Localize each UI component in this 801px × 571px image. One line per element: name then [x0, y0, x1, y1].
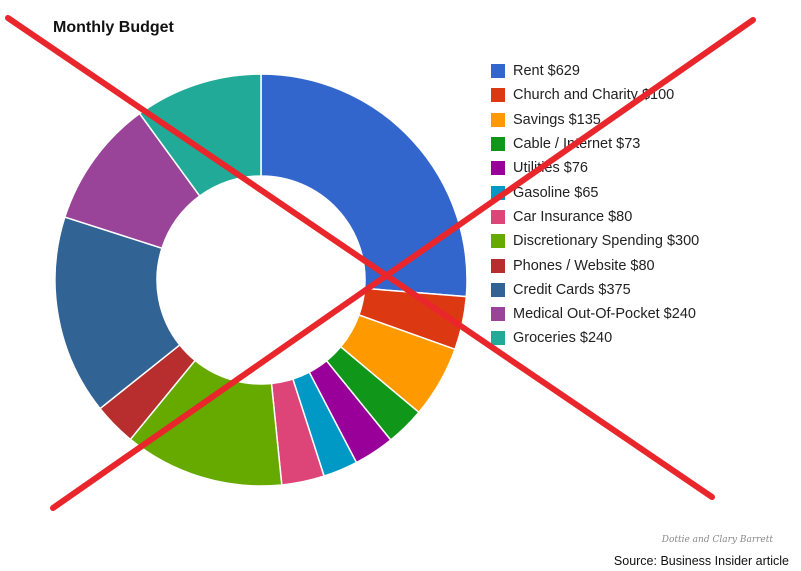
- legend-swatch: [491, 209, 505, 224]
- legend-label: Church and Charity $100: [513, 87, 675, 104]
- legend-item: Credit Cards $375: [491, 278, 699, 302]
- legend-item: Car Insurance $80: [491, 205, 699, 229]
- legend-item: Medical Out-Of-Pocket $240: [491, 302, 699, 326]
- legend-label: Savings $135: [513, 111, 601, 128]
- chart-legend: Rent $629 Church and Charity $100 Savings …: [491, 59, 699, 351]
- legend-item: Groceries $240: [491, 326, 699, 350]
- legend-swatch: [491, 64, 505, 79]
- legend-item: Cable / Internet $73: [491, 132, 699, 156]
- legend-item: Utilities $76: [491, 156, 699, 180]
- legend-swatch: [491, 112, 505, 127]
- legend-label: Discretionary Spending $300: [513, 233, 700, 250]
- source-note: Source: Business Insider article: [613, 554, 789, 568]
- legend-swatch: [491, 234, 505, 249]
- legend-label: Credit Cards $375: [513, 281, 631, 298]
- legend-label: Rent $629: [513, 63, 580, 80]
- legend-item: Gasoline $65: [491, 180, 699, 204]
- legend-label: Gasoline $65: [513, 184, 599, 201]
- image-credit: Dottie and Clary Barrett: [661, 535, 773, 545]
- legend-label: Medical Out-Of-Pocket $240: [513, 306, 696, 323]
- legend-swatch: [491, 137, 505, 152]
- legend-item: Rent $629: [491, 59, 699, 83]
- legend-swatch: [491, 161, 505, 176]
- legend-label: Groceries $240: [513, 330, 613, 347]
- legend-swatch: [491, 185, 505, 200]
- legend-item: Savings $135: [491, 108, 699, 132]
- legend-swatch: [491, 88, 505, 103]
- legend-label: Cable / Internet $73: [513, 136, 641, 153]
- legend-label: Phones / Website $80: [513, 257, 655, 274]
- legend-swatch: [491, 307, 505, 322]
- legend-swatch: [491, 331, 505, 346]
- legend-label: Car Insurance $80: [513, 208, 633, 225]
- legend-label: Utilities $76: [513, 160, 588, 177]
- slice-rent: [260, 73, 468, 298]
- legend-swatch: [491, 258, 505, 273]
- legend-item: Discretionary Spending $300: [491, 229, 699, 253]
- legend-item: Phones / Website $80: [491, 253, 699, 277]
- legend-item: Church and Charity $100: [491, 83, 699, 107]
- legend-swatch: [491, 282, 505, 297]
